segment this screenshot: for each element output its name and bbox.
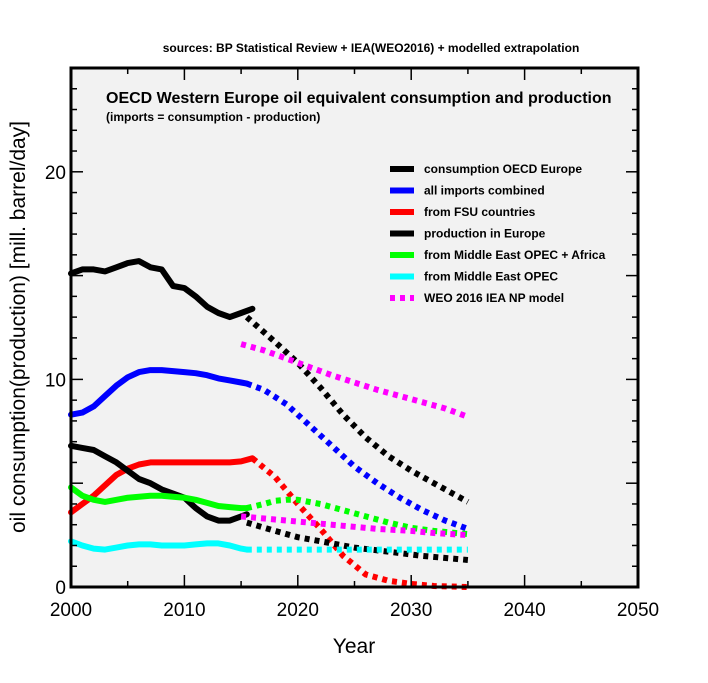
ticks-layer: 2000 2010 2020 2030 2040 2050 0 10 20 (45, 67, 659, 621)
x-tick-label: 2000 (50, 600, 92, 621)
legend-label-4: from Middle East OPEC + Africa (424, 248, 606, 262)
legend-label-1: all imports combined (424, 184, 545, 198)
x-tick-label: 2050 (617, 600, 659, 621)
series-line-6 (68, 442, 250, 524)
series-line-10 (68, 538, 250, 553)
chart-title: OECD Western Europe oil equivalent consu… (106, 90, 612, 107)
legend-label-0: consumption OECD Europe (424, 162, 582, 176)
y-axis-label: oil consumption(production) [mill. barre… (7, 121, 30, 533)
legend-label-5: from Middle East OPEC (424, 270, 558, 284)
x-tick-label: 2010 (163, 600, 205, 621)
series-line-0 (68, 258, 256, 321)
legend: consumption OECD Europe all imports combi… (390, 162, 606, 305)
legend-label-2: from FSU countries (424, 205, 536, 219)
y-tick-label: 20 (45, 163, 66, 184)
x-tick-label: 2030 (390, 600, 432, 621)
series-line-8 (68, 484, 250, 512)
series-line-1 (244, 314, 470, 505)
series-layer (68, 258, 470, 590)
plot-area (71, 68, 638, 587)
x-tick-label: 2040 (503, 600, 545, 621)
legend-label-3: production in Europe (424, 227, 546, 241)
y-tick-label: 10 (45, 370, 66, 391)
legend-label-6: WEO 2016 IEA NP model (424, 291, 564, 305)
series-line-7 (245, 519, 469, 563)
series-line-4 (68, 455, 256, 516)
y-tick-label: 0 (55, 578, 66, 599)
chart-top-caption: sources: BP Statistical Review + IEA(WEO… (163, 41, 580, 55)
x-tick-label: 2020 (277, 600, 319, 621)
chart-subtitle: (imports = consumption - production) (106, 110, 320, 124)
series-line-5 (250, 455, 468, 590)
plot-frame (69, 66, 640, 589)
x-axis-label: Year (333, 635, 375, 658)
series-line-2 (68, 367, 250, 418)
